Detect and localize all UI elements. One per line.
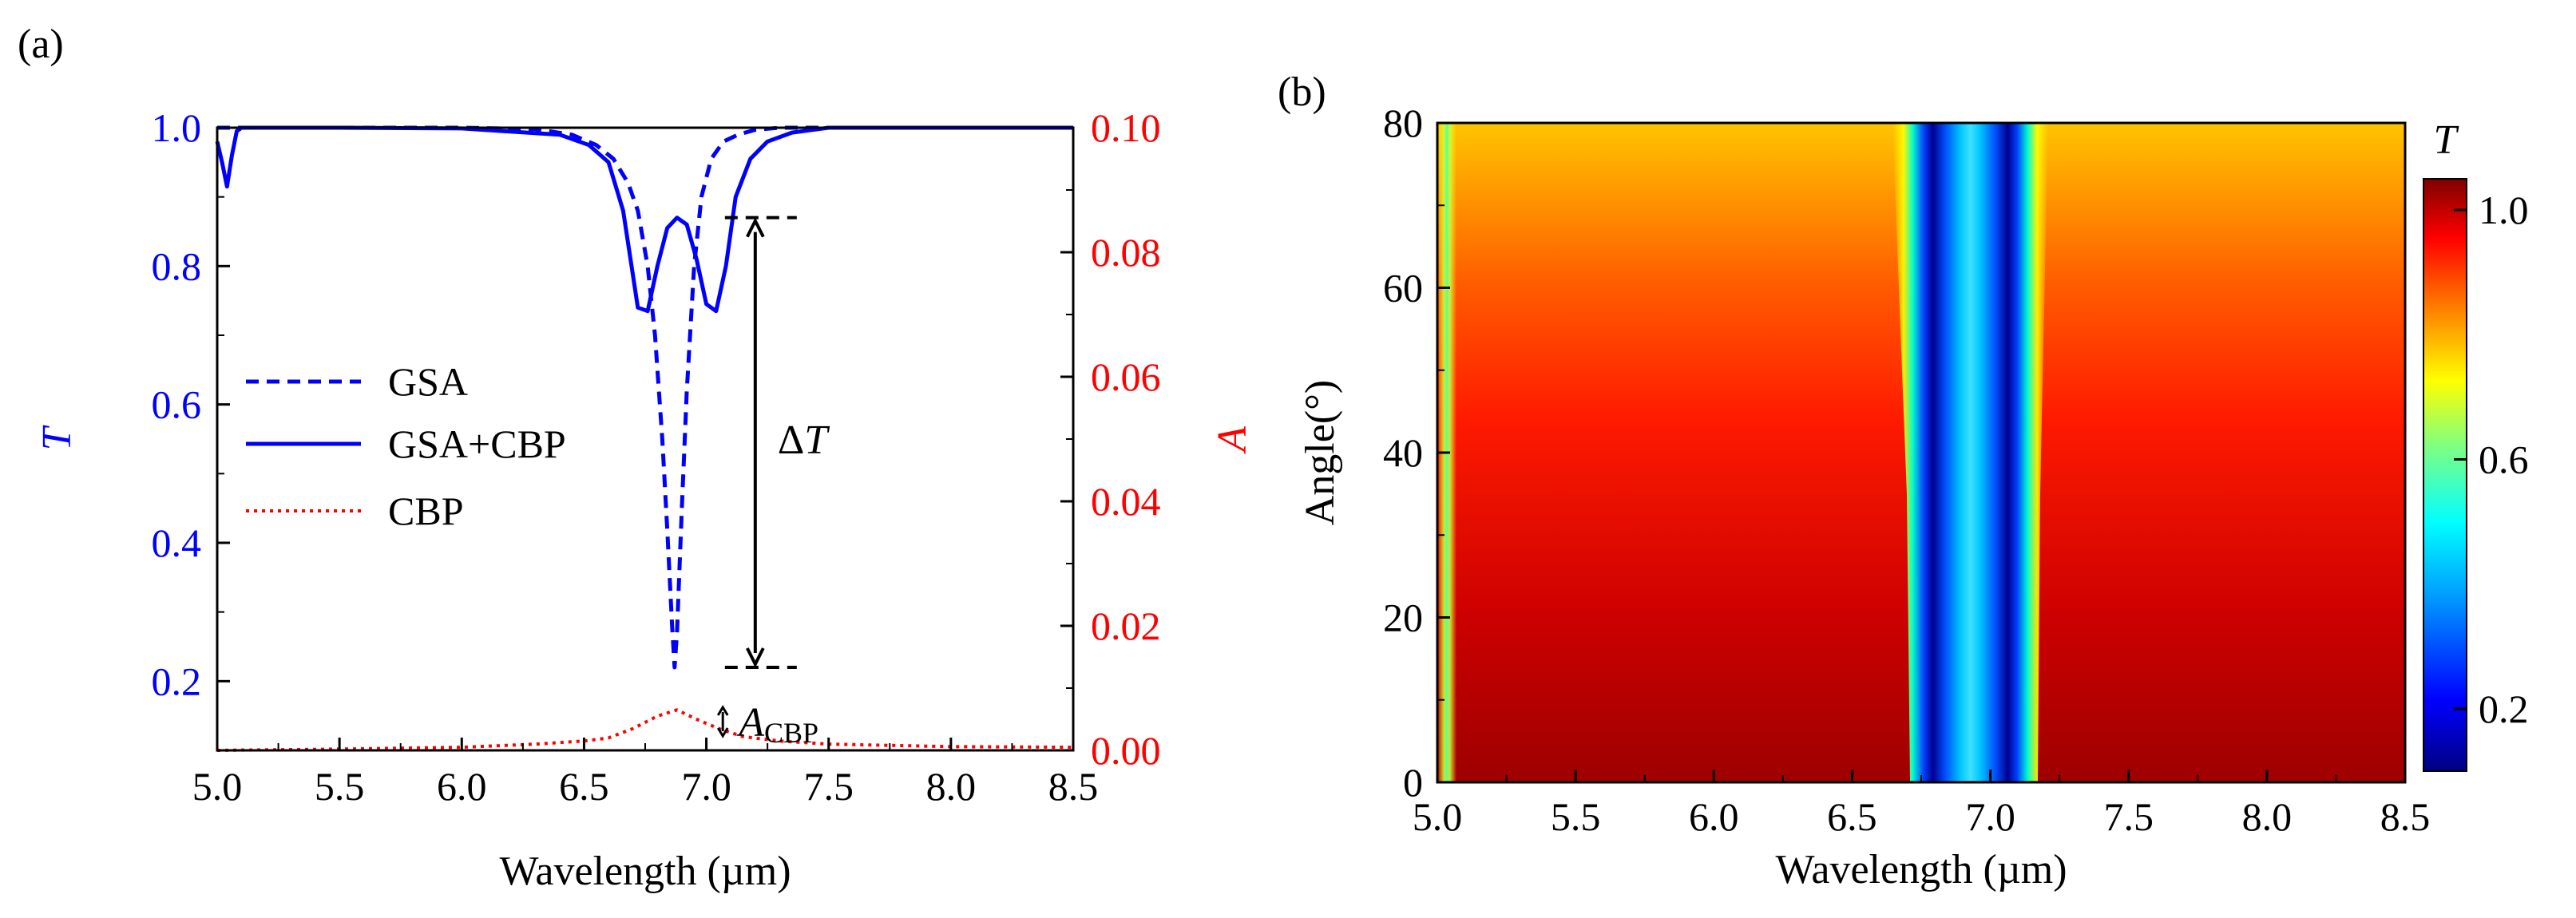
panel-b-y-ticks: 0 20 40 60 80 xyxy=(1383,101,1450,805)
y-tick-label: 0 xyxy=(1403,760,1423,805)
x-tick-label: 6.5 xyxy=(1827,794,1877,839)
left-y-tick-label: 0.8 xyxy=(152,243,202,288)
x-tick-label: 6.5 xyxy=(559,764,609,809)
y-tick-label: 20 xyxy=(1383,596,1423,640)
x-tick-label: 7.0 xyxy=(1965,794,2015,839)
acbp-arrowheads xyxy=(716,705,729,738)
colorbar-gradient-bar xyxy=(2423,178,2467,772)
delta-t-arrowhead-down xyxy=(746,647,765,668)
y-tick-label: 80 xyxy=(1383,101,1423,145)
panel-b-x-ticks: 5.0 5.5 6.0 6.5 7.0 7.5 8.0 8.5 xyxy=(1413,770,2431,839)
x-tick-label: 8.0 xyxy=(2242,794,2293,839)
right-y-tick-label: 0.08 xyxy=(1091,230,1161,275)
colorbar-tick-label: 0.6 xyxy=(2479,437,2529,481)
colorbar-tick-label: 1.0 xyxy=(2479,188,2529,232)
panel-b-label: (b) xyxy=(1278,69,1326,115)
acbp-label: ACBP xyxy=(736,700,818,749)
legend-label-cbp: CBP xyxy=(388,489,464,533)
right-y-tick-label: 0.10 xyxy=(1091,105,1161,150)
panel-a-legend: GSA GSA+CBP CBP xyxy=(246,359,566,533)
delta-t-label: ΔT xyxy=(778,417,830,463)
y-tick-label: 40 xyxy=(1383,430,1423,475)
left-y-tick-label: 0.6 xyxy=(152,382,202,427)
x-tick-label: 8.5 xyxy=(2380,794,2431,839)
x-tick-label: 5.5 xyxy=(1551,794,1601,839)
left-y-tick-label: 0.2 xyxy=(152,659,202,703)
panel-a-right-y-ticks: 0.00 0.02 0.04 0.06 0.08 0.10 xyxy=(1060,105,1161,773)
x-tick-label: 6.0 xyxy=(437,764,487,809)
legend-label-gsa-cbp: GSA+CBP xyxy=(388,421,566,466)
x-tick-label: 5.0 xyxy=(192,764,243,809)
series-line-cbp xyxy=(216,708,1074,752)
panel-a-plot-frame xyxy=(216,126,1075,752)
panel-b-y-axis-label: Angle(°) xyxy=(1298,380,1343,526)
panel-b-heatmap-image xyxy=(1437,123,2405,782)
colorbar: T 0.2 0.6 1.0 xyxy=(2423,117,2529,772)
panel-a-left-y-ticks: 0.2 0.4 0.6 0.8 1.0 xyxy=(152,105,230,751)
panel-a-x-ticks: 5.0 5.5 6.0 6.5 7.0 7.5 8.0 8.5 xyxy=(192,738,1099,809)
colorbar-title: T xyxy=(2434,117,2459,163)
right-y-tick-label: 0.00 xyxy=(1091,728,1161,773)
left-y-tick-label: 0.4 xyxy=(152,520,202,565)
colorbar-ticks: 0.2 0.6 1.0 xyxy=(2454,188,2529,731)
panel-b-heatmap: (b) 5.0 5.5 6.0 6.5 7.0 7.5 8.0 8.5 0 20 40 60 80 W… xyxy=(1278,69,2529,892)
panel-a-x-axis-label: Wavelength (µm) xyxy=(499,849,791,894)
series-line-gsa-cbp xyxy=(215,125,1073,314)
panel-b-x-axis-label: Wavelength (µm) xyxy=(1775,847,2067,892)
x-tick-label: 5.5 xyxy=(315,764,365,809)
right-y-tick-label: 0.04 xyxy=(1091,479,1161,524)
heatmap-resonance-band xyxy=(1892,123,2048,782)
panel-a-plot-lines xyxy=(215,125,1074,752)
y-tick-label: 60 xyxy=(1383,266,1423,311)
x-tick-label: 5.0 xyxy=(1413,794,1463,839)
x-tick-label: 7.0 xyxy=(681,764,731,809)
legend-label-gsa: GSA xyxy=(388,359,468,404)
delta-t-arrowhead-up xyxy=(746,217,765,238)
x-tick-label: 7.5 xyxy=(2103,794,2154,839)
panel-a-label: (a) xyxy=(18,22,64,67)
right-y-tick-label: 0.02 xyxy=(1091,603,1161,648)
x-tick-label: 8.5 xyxy=(1048,764,1099,809)
x-tick-label: 6.0 xyxy=(1689,794,1739,839)
x-tick-label: 8.0 xyxy=(926,764,977,809)
panel-a-right-y-axis-label: A xyxy=(1210,426,1255,454)
right-y-tick-label: 0.06 xyxy=(1091,354,1161,399)
panel-a-left-y-axis-label: T xyxy=(34,425,80,450)
x-tick-label: 7.5 xyxy=(803,764,854,809)
series-line-gsa xyxy=(217,125,1073,670)
left-y-tick-label: 1.0 xyxy=(152,105,202,150)
panel-a-annotations: ΔT ACBP xyxy=(716,216,830,749)
colorbar-tick-label: 0.2 xyxy=(2479,687,2529,731)
